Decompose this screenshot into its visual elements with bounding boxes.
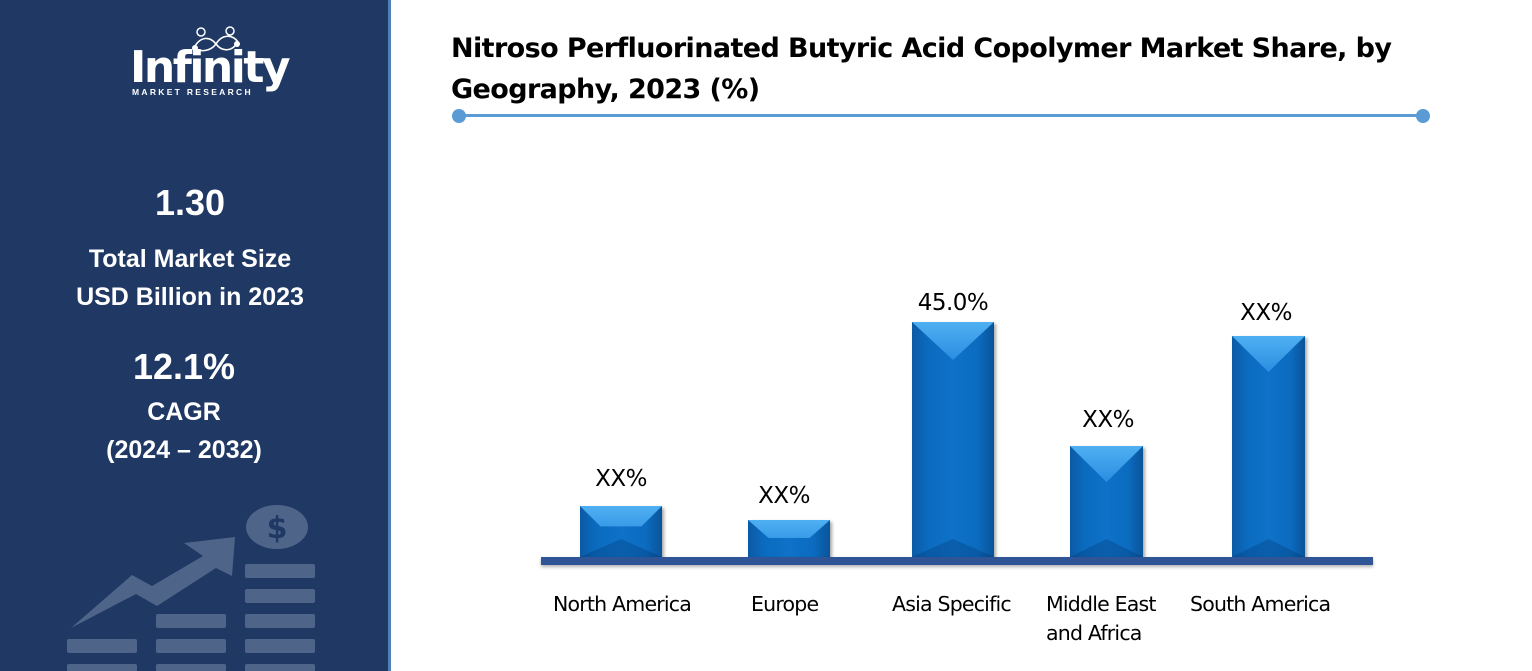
category-label-south-america: South America (1190, 592, 1331, 616)
sidebar-divider (388, 0, 391, 671)
svg-text:$: $ (267, 511, 288, 546)
cagr-label: CAGR (147, 398, 221, 426)
bar-south-america (1232, 336, 1305, 557)
bar-value-label: XX% (1082, 407, 1134, 433)
chart-title: Nitroso Perfluorinated Butyric Acid Copo… (451, 33, 1392, 105)
bar-value-label: XX% (758, 483, 810, 509)
company-logo: Infinity MARKET RESEARCH (128, 26, 291, 100)
cagr-value: 12.1% (132, 346, 236, 387)
bar-value-label: XX% (1240, 300, 1292, 326)
bar-europe (748, 520, 830, 557)
sidebar-panel: Infinity MARKET RESEARCH 1.30 Total Mark… (0, 0, 388, 671)
market-size-value: 1.30 (154, 182, 226, 223)
category-label-north-america: North America (553, 592, 692, 616)
bar-middle-east-africa (1070, 446, 1143, 557)
growth-chart-dollar-icon: $ (67, 505, 315, 671)
bar-north-america (580, 506, 662, 557)
title-rule-right-dot (1416, 109, 1430, 123)
infinity-logo-mark-icon (192, 26, 240, 52)
category-label-middle-east-line1: Middle East (1046, 592, 1156, 616)
logo-wordmark: Infinity (130, 42, 291, 93)
x-axis-line (541, 557, 1373, 565)
bar-value-label: 45.0% (917, 290, 989, 316)
category-label-middle-east-line2: and Africa (1046, 621, 1142, 645)
title-rule-left-dot (452, 109, 466, 123)
bar-asia-specific (912, 322, 994, 557)
category-label-europe: Europe (751, 592, 819, 616)
bar-value-label: XX% (595, 466, 647, 492)
title-underline (459, 114, 1423, 117)
logo-subtitle: MARKET RESEARCH (132, 87, 253, 97)
cagr-period: (2024 – 2032) (106, 436, 262, 464)
market-size-label-line2: USD Billion in 2023 (76, 283, 304, 311)
market-size-label-line1: Total Market Size (88, 245, 292, 273)
category-label-asia-specific: Asia Specific (892, 592, 1012, 616)
